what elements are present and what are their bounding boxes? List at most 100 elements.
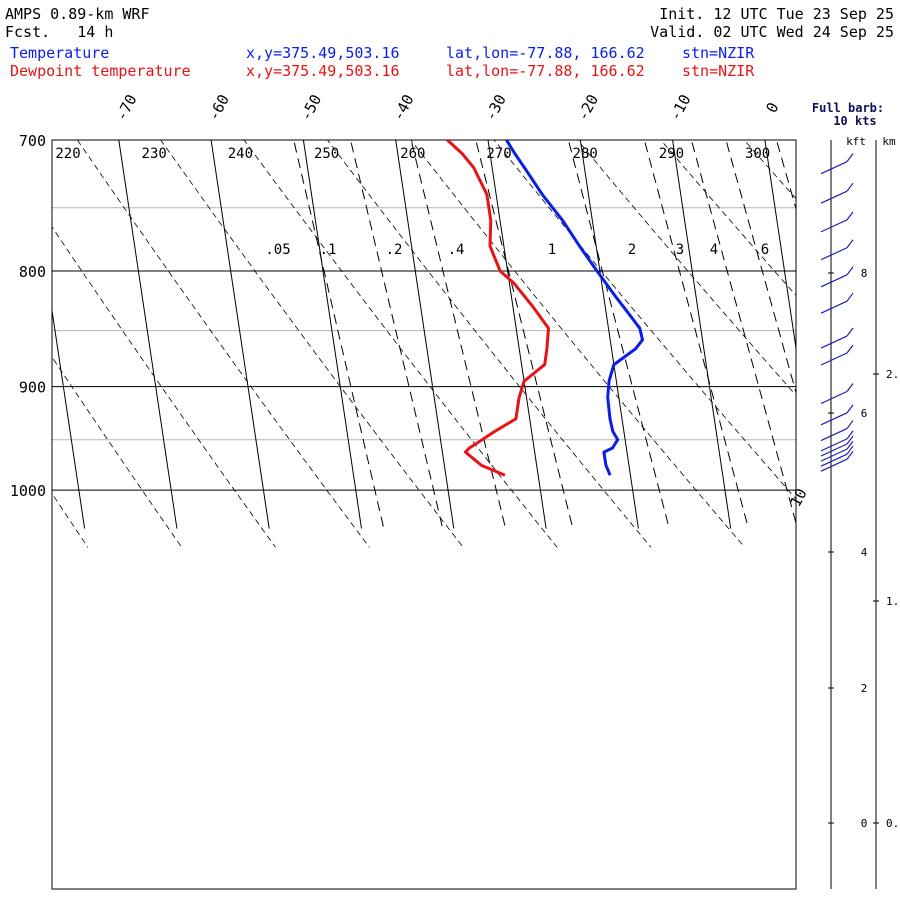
mixing-ratio-label: .4 [448, 242, 465, 258]
kft-tick-label: 0 [861, 817, 868, 830]
mixing-ratio-line [725, 140, 796, 395]
isotherm-line [672, 140, 732, 529]
mixing-ratio-line [475, 140, 574, 529]
temperature-latlon: lat,lon=-77.88, 166.62 [446, 44, 645, 62]
wind-barb [820, 435, 854, 457]
mixing-ratio-label: .05 [265, 242, 290, 258]
dry-adiabat [776, 82, 900, 547]
wind-barb [820, 211, 854, 233]
mixing-ratio-line [805, 112, 900, 529]
valid-time: Valid. 02 UTC Wed 24 Sep 25 [650, 23, 894, 41]
wind-barb [820, 327, 854, 349]
theta-label: 250 [314, 146, 339, 162]
dewpoint-station: stn=NZIR [682, 62, 755, 80]
kft-tick-label: 6 [861, 407, 868, 420]
dry-adiabat [52, 356, 183, 548]
wind-barb [820, 450, 854, 472]
isotherm-line [118, 140, 178, 529]
dry-adiabat [52, 226, 276, 548]
temperature-tick-label: -10 [666, 91, 695, 123]
wind-barb-flag [846, 445, 854, 455]
wind-barb-flag [846, 383, 854, 392]
wind-barb [820, 153, 854, 175]
isotherm-line [52, 307, 86, 529]
isotherm-line [764, 140, 796, 352]
theta-label: 270 [486, 146, 511, 162]
isotherm-line [487, 140, 547, 529]
mixing-ratio-line [410, 140, 507, 529]
wind-legend-line1: Full barb: [812, 101, 884, 115]
temperature-profile [505, 140, 644, 476]
wind-barb [820, 239, 854, 261]
mixing-ratio-line [775, 140, 796, 211]
temperature-tick-label: -70 [112, 91, 141, 123]
dry-adiabat [410, 140, 746, 548]
wind-barb-shaft [820, 443, 848, 457]
km-tick-label: 2. [886, 368, 899, 381]
wind-barb-flag [846, 450, 854, 460]
temperature-tick-label: 0 [762, 99, 782, 115]
km-label: km [882, 135, 896, 148]
wind-barb [820, 440, 854, 462]
init-time: Init. 12 UTC Tue 23 Sep 25 [659, 5, 894, 23]
wind-barb [820, 292, 854, 314]
kft-tick-label: 2 [861, 682, 868, 695]
wind-barb-shaft [820, 335, 848, 349]
temperature-tick-label: -30 [481, 91, 510, 123]
mixing-ratio-line [690, 140, 796, 525]
wind-barb-flag [846, 404, 854, 414]
temperature-legend: Temperature [10, 44, 110, 62]
wind-barb-shaft [820, 448, 848, 462]
wind-barb [820, 344, 854, 366]
theta-label: 230 [142, 146, 167, 162]
mixing-ratio-label: 2 [628, 242, 636, 258]
isotherm-line [395, 140, 455, 529]
mixing-ratio-label: .1 [320, 242, 337, 258]
model-title: AMPS 0.89-km WRF [5, 5, 150, 23]
isotherm-line [302, 140, 363, 529]
dewpoint-latlon: lat,lon=-77.88, 166.62 [446, 62, 645, 80]
mixing-ratio-label: 4 [710, 242, 718, 258]
mixing-ratio-label: 6 [761, 242, 769, 258]
wind-barb-flag [846, 211, 854, 221]
km-tick-label: 1. [886, 595, 899, 608]
mixing-ratio-line [350, 140, 444, 529]
pressure-tick-label: 900 [19, 379, 46, 397]
wind-barb-shaft [820, 438, 848, 452]
mixing-ratio-line [643, 140, 749, 529]
wind-barb [820, 404, 854, 426]
temperature-xy: x,y=375.49,503.16 [246, 44, 400, 62]
dry-adiabat [743, 140, 796, 200]
wind-barb-flag [846, 266, 854, 276]
dry-adiabat [76, 140, 370, 548]
kft-tick-label: 4 [861, 546, 868, 559]
wind-barb-shaft [820, 390, 848, 405]
theta-label: 280 [573, 146, 598, 162]
wind-barb-flag [846, 153, 854, 163]
wind-barb [820, 266, 854, 288]
wind-barb [820, 445, 854, 467]
theta-label: 290 [659, 146, 684, 162]
wind-barb-flag [846, 239, 854, 249]
wind-barb-flag [846, 420, 854, 429]
km-tick-label: 0. [886, 817, 899, 830]
pressure-tick-label: 700 [19, 132, 46, 150]
wind-barb-shaft [820, 412, 848, 426]
wind-barb-flag [846, 292, 854, 302]
forecast-hour: Fcst. 14 h [5, 23, 114, 41]
isotherm-line [579, 140, 639, 529]
temperature-station: stn=NZIR [682, 44, 755, 62]
mixing-ratio-line [567, 140, 670, 529]
wind-barb-flag [846, 440, 854, 450]
isotherm-line [210, 140, 270, 529]
wind-barb-shaft [820, 219, 848, 233]
theta-label: 220 [55, 146, 80, 162]
wind-barb-flag [846, 182, 854, 192]
dry-adiabat [858, 82, 900, 547]
plot-frame [51, 139, 797, 890]
pressure-tick-label: 1000 [10, 482, 46, 500]
kft-tick-label: 8 [861, 267, 868, 280]
pressure-tick-label: 800 [19, 263, 46, 281]
wind-barb-shaft [820, 352, 848, 366]
